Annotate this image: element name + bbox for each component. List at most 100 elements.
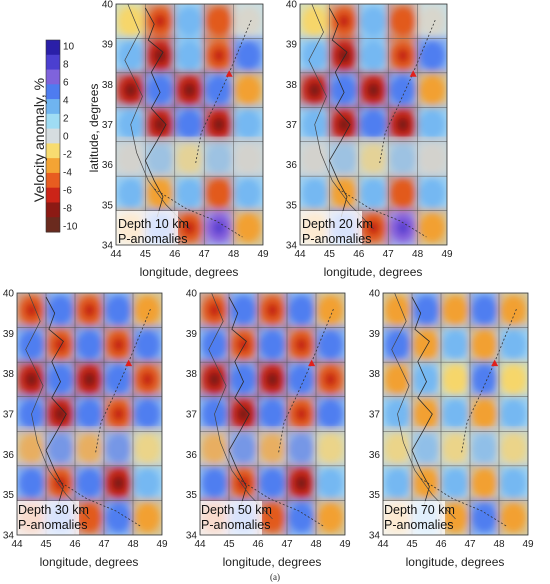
- type-label-50km: P-anomalies: [201, 518, 270, 532]
- anomaly-cell: [361, 144, 386, 174]
- y-tick-label: 35: [3, 490, 15, 501]
- type-label-30km: P-anomalies: [18, 518, 87, 532]
- anomaly-cell: [501, 503, 526, 533]
- colorbar: 10 8 6 4 2 0 -2 -4 -6 -8 -10 Velocity anomaly, %: [31, 39, 78, 233]
- anomaly-cell: [118, 144, 144, 174]
- anomaly-cell: [419, 178, 445, 208]
- y-tick-label: 36: [3, 450, 15, 461]
- y-tick-label: 34: [186, 531, 198, 542]
- anomaly-cell: [443, 434, 468, 464]
- anomaly-core: [237, 337, 250, 352]
- type-label-10km: P-anomalies: [118, 232, 187, 246]
- anomaly-cell: [414, 434, 439, 464]
- y-tick-label: 35: [369, 490, 381, 501]
- x-tick-label: 49: [522, 539, 534, 550]
- ylabel-top-left: latitude, degrees: [87, 84, 101, 173]
- anomaly-core: [154, 48, 166, 63]
- y-tick-label: 40: [369, 289, 381, 300]
- anomaly-cell: [501, 330, 526, 360]
- anomaly-cell: [260, 503, 285, 533]
- anomaly-cell: [472, 468, 497, 498]
- y-tick-label: 35: [286, 200, 298, 211]
- anomaly-cell: [302, 6, 328, 36]
- anomaly-cell: [289, 364, 314, 394]
- anomaly-cell: [231, 364, 256, 394]
- anomaly-cell: [206, 6, 232, 36]
- anomaly-cell: [118, 6, 144, 36]
- anomaly-core: [141, 372, 154, 387]
- x-tick-label: 46: [69, 539, 81, 550]
- x-tick-label: 44: [194, 539, 206, 550]
- x-tick-label: 44: [110, 249, 122, 260]
- state-border: [308, 4, 374, 230]
- anomaly-cell: [147, 178, 173, 208]
- depth-label-50km: Depth 50 km: [201, 503, 272, 517]
- anomaly-cell: [235, 110, 261, 139]
- panel-frame: [299, 3, 448, 246]
- map-content: [17, 293, 162, 535]
- anomaly-cell: [235, 178, 261, 208]
- anomaly-cell: [77, 503, 102, 533]
- anomaly-cell: [106, 295, 131, 325]
- anomaly-cell: [135, 295, 160, 325]
- x-tick-label: 48: [310, 539, 322, 550]
- anomaly-cell: [390, 6, 416, 36]
- fault-line: [195, 19, 252, 165]
- anomaly-cell: [419, 41, 445, 71]
- y-tick-label: 38: [286, 80, 298, 91]
- anomaly-cell: [202, 434, 227, 464]
- fault-line: [337, 188, 427, 238]
- anomaly-cell: [443, 503, 468, 533]
- anomaly-field: [116, 4, 263, 245]
- anomaly-core: [213, 48, 225, 63]
- anomaly-cell: [177, 6, 202, 36]
- anomaly-cell: [443, 468, 468, 498]
- anomaly-cell: [414, 468, 439, 498]
- anomaly-core: [112, 476, 125, 491]
- anomaly-cell: [202, 468, 227, 498]
- y-tick-label: 37: [186, 410, 198, 421]
- x-tick-label: 44: [377, 539, 389, 550]
- low-resolution-mask: [200, 426, 345, 467]
- anomaly-cell: [135, 468, 160, 498]
- volcano-marker: [125, 359, 133, 367]
- map-content: [200, 293, 345, 535]
- y-tick-label: 39: [286, 40, 298, 51]
- colorbar-swatch: [46, 84, 60, 100]
- anomaly-core: [208, 372, 221, 387]
- anomaly-cell: [19, 434, 44, 464]
- x-tick-label: 48: [127, 539, 139, 550]
- y-tick-label: 37: [102, 120, 114, 131]
- map-panel-depth-30km: 44 45 46 47 48 49 34 35 36 37 38 39 40: [3, 289, 168, 551]
- y-tick-label: 39: [102, 40, 114, 51]
- anomaly-cell: [206, 178, 232, 208]
- anomaly-core: [295, 476, 308, 491]
- state-border: [208, 293, 273, 520]
- fault-line: [420, 478, 508, 528]
- anomaly-cell: [177, 41, 202, 71]
- anomaly-cell: [414, 364, 439, 394]
- lake-coastline: [45, 296, 67, 507]
- y-tick-label: 36: [369, 450, 381, 461]
- anomaly-cell: [235, 75, 261, 105]
- colorbar-tick-label: -4: [63, 168, 72, 179]
- anomaly-core: [266, 303, 279, 318]
- anomaly-core: [124, 83, 137, 97]
- y-tick-label: 40: [186, 289, 198, 300]
- xlabel-depth-30km: longitude, degrees: [40, 555, 139, 569]
- state-border: [25, 293, 90, 520]
- anomaly-core: [338, 117, 350, 132]
- colorbar-swatch: [46, 187, 60, 203]
- x-tick-label: 49: [257, 249, 269, 260]
- xlabel-depth-50km: longitude, degrees: [223, 555, 322, 569]
- anomaly-cell: [147, 75, 173, 105]
- anomaly-cell: [177, 144, 202, 174]
- anomaly-cell: [289, 434, 314, 464]
- anomaly-core: [367, 220, 380, 235]
- lake-coastline: [411, 296, 433, 507]
- x-tick-label: 46: [252, 539, 264, 550]
- anomaly-cell: [472, 503, 497, 533]
- x-tick-label: 47: [464, 539, 476, 550]
- fault-line: [153, 188, 243, 238]
